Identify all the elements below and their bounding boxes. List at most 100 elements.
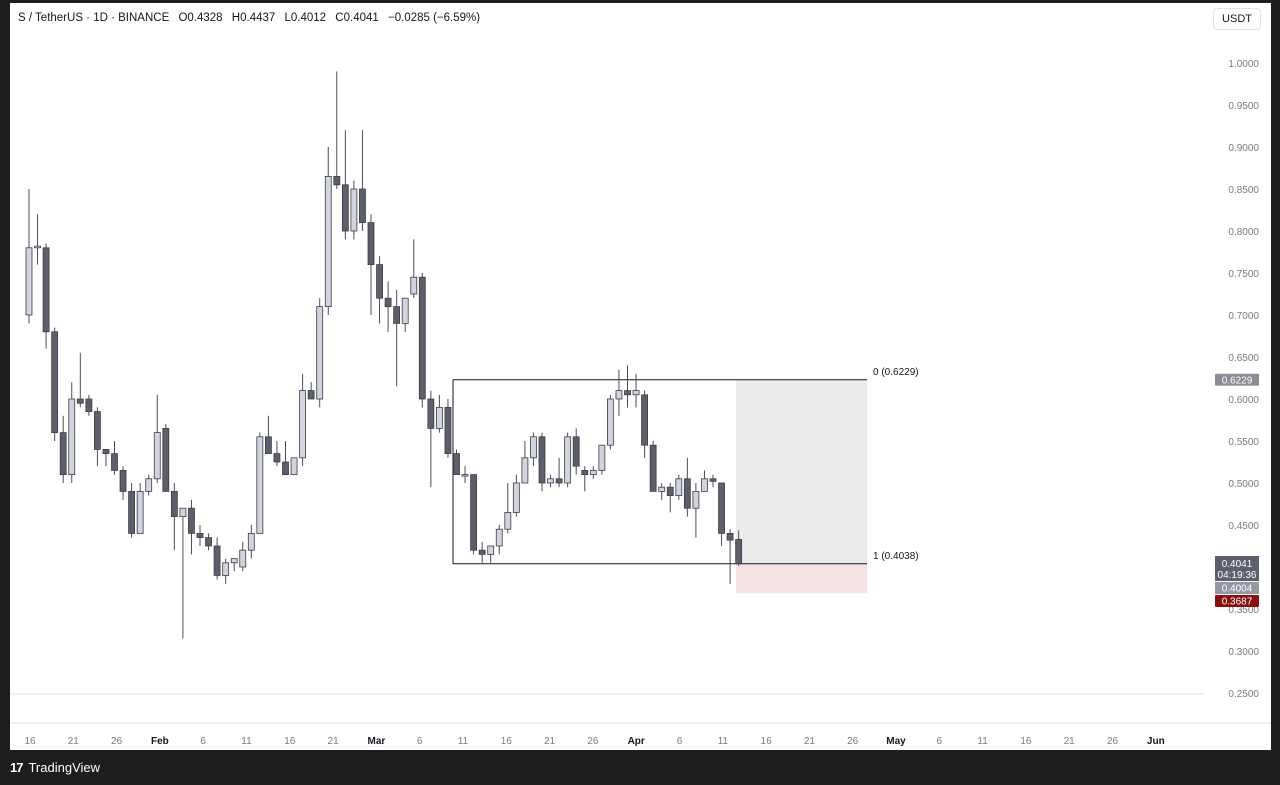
candle-body[interactable] xyxy=(307,390,315,400)
candle-body[interactable] xyxy=(615,390,623,400)
candle-body[interactable] xyxy=(290,457,298,475)
candle-body[interactable] xyxy=(632,390,640,396)
candle-body[interactable] xyxy=(683,478,691,509)
candle-body[interactable] xyxy=(94,411,101,450)
candle-body[interactable] xyxy=(34,245,41,249)
candle-body[interactable] xyxy=(25,247,33,316)
candle-body[interactable] xyxy=(316,306,324,400)
candle-body[interactable] xyxy=(239,549,247,568)
candle-body[interactable] xyxy=(324,175,332,307)
candle-body[interactable] xyxy=(470,474,478,551)
candle-body[interactable] xyxy=(341,184,349,232)
candle-body[interactable] xyxy=(718,482,725,534)
y-axis-tick-label: 0.9500 xyxy=(1228,101,1259,112)
candle-body[interactable] xyxy=(538,436,546,484)
candle-body[interactable] xyxy=(222,562,230,576)
candle-body[interactable] xyxy=(504,511,512,530)
candle-body[interactable] xyxy=(709,478,717,482)
candle-body[interactable] xyxy=(572,436,580,467)
high-label: H xyxy=(231,12,241,24)
candle-body[interactable] xyxy=(726,533,734,541)
candle-body[interactable] xyxy=(649,444,657,492)
stop-zone xyxy=(736,563,867,594)
x-axis-tick-label: 16 xyxy=(501,736,513,747)
tradingview-logo[interactable]: 17 TradingView xyxy=(10,760,100,775)
candle-body[interactable] xyxy=(68,398,76,475)
candle-body[interactable] xyxy=(487,545,495,555)
candle-body[interactable] xyxy=(401,297,409,324)
change-value: −0.0285 (−6.59%) xyxy=(388,12,481,24)
candle-body[interactable] xyxy=(624,390,631,396)
candle-body[interactable] xyxy=(170,490,178,517)
candle-body[interactable] xyxy=(153,432,161,480)
candle-body[interactable] xyxy=(179,507,187,518)
candle-body[interactable] xyxy=(102,448,110,454)
candle-body[interactable] xyxy=(299,390,307,459)
x-axis-tick-label: 21 xyxy=(1064,736,1076,747)
candle-body[interactable] xyxy=(111,453,118,471)
candle-body[interactable] xyxy=(641,394,648,446)
symbol-title[interactable]: S / TetherUS · 1D · BINANCE xyxy=(18,12,170,24)
candle-body[interactable] xyxy=(230,558,238,564)
candle-body[interactable] xyxy=(427,398,435,429)
candle-body[interactable] xyxy=(76,398,84,404)
candle-body[interactable] xyxy=(607,398,614,446)
candle-body[interactable] xyxy=(359,188,366,223)
candle-body[interactable] xyxy=(145,478,153,492)
candle-body[interactable] xyxy=(521,457,529,484)
y-axis-tick-label: 0.8500 xyxy=(1228,185,1259,196)
candle-body[interactable] xyxy=(273,453,281,463)
candle-body[interactable] xyxy=(350,188,358,232)
candle-body[interactable] xyxy=(367,222,375,266)
candle-body[interactable] xyxy=(547,478,554,484)
candle-body[interactable] xyxy=(453,453,460,476)
candle-body[interactable] xyxy=(658,486,666,492)
candle-body[interactable] xyxy=(42,247,50,333)
candle-body[interactable] xyxy=(59,432,67,476)
candle-body[interactable] xyxy=(162,427,170,492)
candle-body[interactable] xyxy=(461,474,469,477)
candle-body[interactable] xyxy=(666,486,674,497)
candle-body[interactable] xyxy=(128,490,135,534)
candle-body[interactable] xyxy=(530,436,537,459)
candle-body[interactable] xyxy=(196,533,204,539)
x-axis-tick-label: 6 xyxy=(677,736,683,747)
candle-body[interactable] xyxy=(119,469,127,492)
candle-body[interactable] xyxy=(581,469,589,475)
candle-body[interactable] xyxy=(675,478,683,496)
x-axis-tick-label: 21 xyxy=(804,736,816,747)
candle-body[interactable] xyxy=(393,306,401,324)
candle-body[interactable] xyxy=(435,406,443,429)
candle-body[interactable] xyxy=(495,528,503,547)
candle-body[interactable] xyxy=(282,461,289,475)
y-axis-tick-label: 1.0000 xyxy=(1228,59,1259,70)
candle-body[interactable] xyxy=(512,482,520,513)
candlestick-chart[interactable]: 0 (0.6229) 1 (0.4038) 1.0000 0.9500 0.9000 0.… xyxy=(10,3,1271,750)
candle-body[interactable] xyxy=(598,444,606,471)
candle-body[interactable] xyxy=(376,264,383,299)
candle-body[interactable] xyxy=(213,545,221,576)
candle-body[interactable] xyxy=(555,478,563,484)
candle-body[interactable] xyxy=(256,436,264,534)
candle-body[interactable] xyxy=(188,507,195,534)
bar-countdown: 04:19:36 xyxy=(1218,570,1257,581)
candle-body[interactable] xyxy=(247,533,255,551)
candle-body[interactable] xyxy=(418,276,426,400)
candle-body[interactable] xyxy=(589,469,597,475)
candle-body[interactable] xyxy=(85,398,93,413)
candle-body[interactable] xyxy=(264,436,272,454)
candle-body[interactable] xyxy=(333,175,341,186)
candle-body[interactable] xyxy=(564,436,572,484)
candle-body[interactable] xyxy=(410,276,418,295)
candle-body[interactable] xyxy=(51,331,59,433)
candle-body[interactable] xyxy=(444,406,452,454)
currency-button[interactable]: USDT xyxy=(1213,8,1261,30)
candle-body[interactable] xyxy=(136,490,144,534)
candle-body[interactable] xyxy=(205,537,212,547)
candle-body[interactable] xyxy=(384,297,392,308)
candle-body[interactable] xyxy=(478,549,486,555)
candle-body[interactable] xyxy=(692,490,700,509)
candle-body[interactable] xyxy=(701,478,708,492)
x-axis-tick-label: 26 xyxy=(1107,736,1119,747)
candle-body[interactable] xyxy=(735,539,743,564)
